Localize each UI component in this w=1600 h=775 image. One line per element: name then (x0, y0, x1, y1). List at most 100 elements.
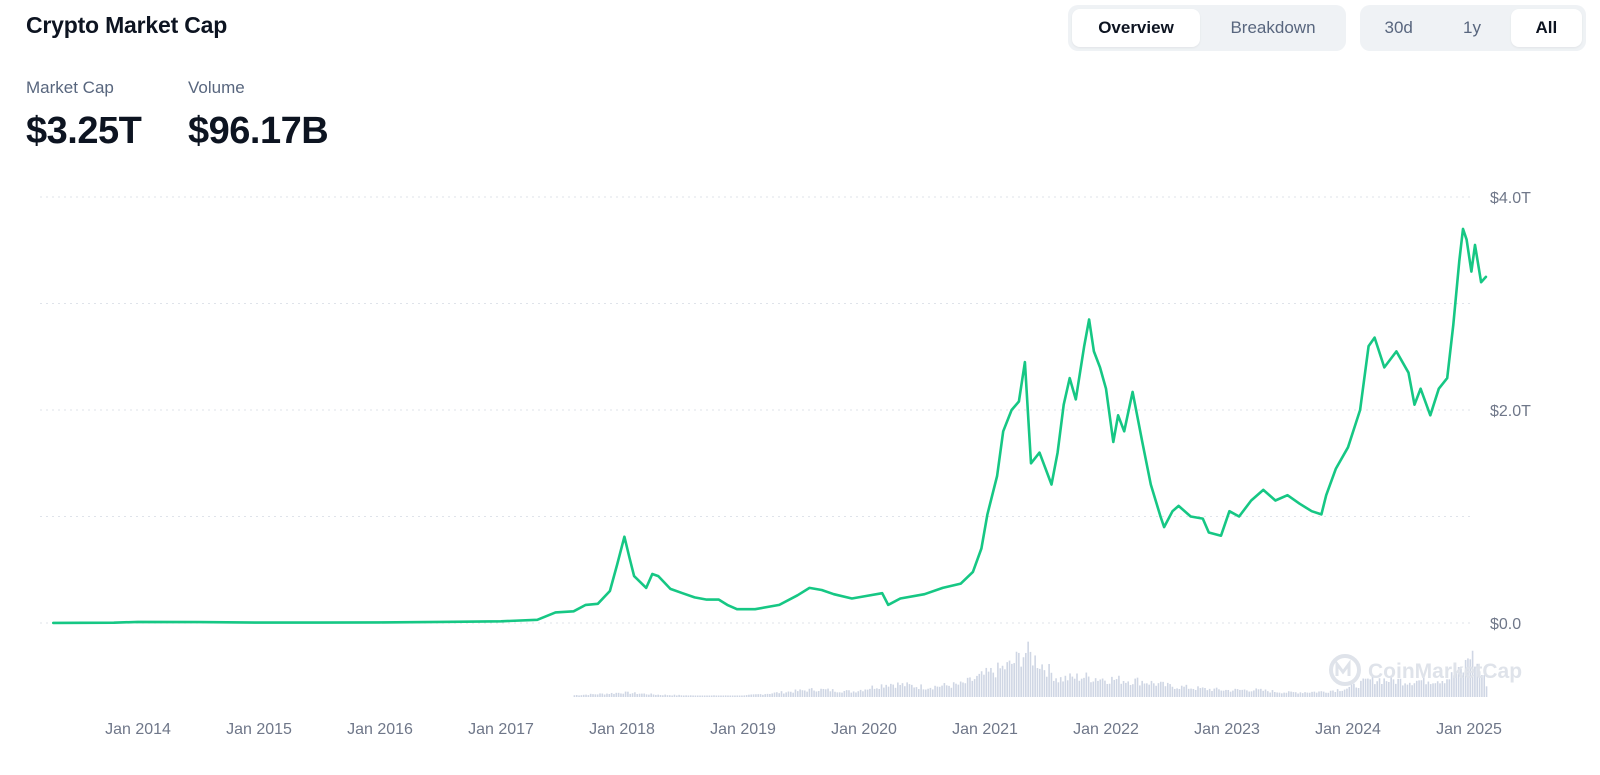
volume-bar (1464, 659, 1467, 697)
volume-bar (650, 693, 652, 697)
volume-bar (1043, 670, 1046, 697)
volume-bar (1099, 679, 1102, 697)
volume-bar (985, 667, 988, 697)
volume-bar (973, 679, 976, 697)
volume-bar (1290, 691, 1292, 697)
volume-bar (1090, 682, 1092, 697)
volume-bar (1073, 678, 1076, 697)
volume-bar (787, 691, 790, 697)
volume-bar (931, 689, 934, 697)
volume-bar (1467, 658, 1469, 697)
volume-bar (1408, 682, 1411, 697)
volume-bar (1011, 663, 1013, 697)
volume-bar (969, 677, 971, 697)
volume-bar (1446, 679, 1448, 697)
volume-bar (808, 688, 811, 697)
volume-bar (876, 688, 878, 697)
volume-bar (1018, 652, 1020, 697)
volume-bar (859, 689, 862, 697)
volume-bar (752, 694, 755, 697)
volume-bar (636, 694, 639, 697)
volume-bar (850, 692, 853, 697)
volume-bar (748, 694, 750, 697)
volume-bar (1483, 674, 1486, 697)
volume-bar (1401, 685, 1404, 697)
volume-bar (887, 686, 890, 697)
volume-bar (1299, 692, 1302, 697)
volume-bar (1383, 678, 1385, 697)
volume-bar (610, 692, 613, 697)
volume-bar (929, 687, 932, 697)
volume-bar (766, 693, 769, 697)
x-tick-label: Jan 2021 (952, 721, 1018, 738)
volume-bar (1146, 683, 1148, 697)
volume-bar (1171, 686, 1174, 697)
tab-breakdown[interactable]: Breakdown (1230, 18, 1316, 37)
volume-bar (1220, 690, 1223, 697)
volume-bar (780, 691, 783, 697)
volume-bar (689, 695, 692, 697)
volume-bar (1278, 692, 1281, 697)
volume-bar (915, 687, 918, 697)
volume-bar (675, 695, 678, 697)
volume-bar (727, 695, 729, 697)
x-tick-label: Jan 2016 (347, 721, 413, 738)
volume-bar (978, 673, 981, 697)
volume-bar (838, 692, 841, 697)
volume-bar (1353, 683, 1355, 697)
volume-bar (710, 695, 713, 697)
volume-bar (1132, 684, 1134, 697)
volume-bar (801, 690, 804, 697)
volume-bar (1448, 679, 1451, 697)
volume-bar (1129, 684, 1132, 697)
market-cap-line[interactable] (52, 227, 1488, 625)
volume-bar (1208, 688, 1211, 697)
volume-bar (703, 695, 706, 697)
volume-bar (1159, 681, 1162, 697)
volume-bar (878, 688, 881, 697)
volume-bar (831, 689, 834, 697)
volume-bars (573, 641, 1488, 697)
volume-bar (641, 693, 643, 697)
volume-bar (1215, 687, 1218, 697)
volume-bar (994, 677, 997, 697)
volume-bar (587, 695, 590, 697)
volume-bar (1064, 675, 1067, 697)
volume-bar (620, 693, 622, 697)
volume-bar (682, 695, 685, 697)
range-30d-button[interactable]: 30d (1384, 18, 1413, 37)
market-cap-value: $3.25T (26, 110, 142, 152)
volume-bar (848, 690, 850, 697)
volume-bar (745, 695, 748, 697)
volume-bar (601, 693, 604, 697)
volume-bar (817, 691, 820, 697)
volume-bar (834, 691, 836, 697)
volume-bar (1343, 689, 1346, 697)
tab-overview[interactable]: Overview (1072, 9, 1200, 47)
volume-bar (899, 684, 901, 697)
volume-bar (773, 692, 776, 697)
volume-bar (1329, 690, 1332, 697)
volume-bar (873, 688, 876, 697)
volume-bar (1260, 688, 1262, 697)
x-tick-label: Jan 2022 (1073, 721, 1139, 738)
volume-bar (1476, 663, 1479, 697)
volume-bar (708, 695, 711, 697)
volume-bar (806, 691, 808, 697)
volume-bar (1355, 687, 1358, 697)
volume-bar (1306, 692, 1309, 697)
volume-bar (1085, 672, 1088, 697)
volume-bar (1059, 677, 1062, 697)
volume-bar (1269, 692, 1271, 697)
volume-bar (1087, 676, 1090, 697)
volume-bar (1076, 673, 1078, 697)
volume-bar (1201, 687, 1204, 697)
range-all-button[interactable]: All (1510, 9, 1583, 47)
range-1y-button[interactable]: 1y (1463, 18, 1481, 37)
volume-bar (957, 684, 960, 697)
volume-bar (699, 695, 701, 697)
volume-bar (908, 684, 911, 697)
volume-bar (1457, 667, 1460, 697)
volume-bar (794, 689, 797, 697)
